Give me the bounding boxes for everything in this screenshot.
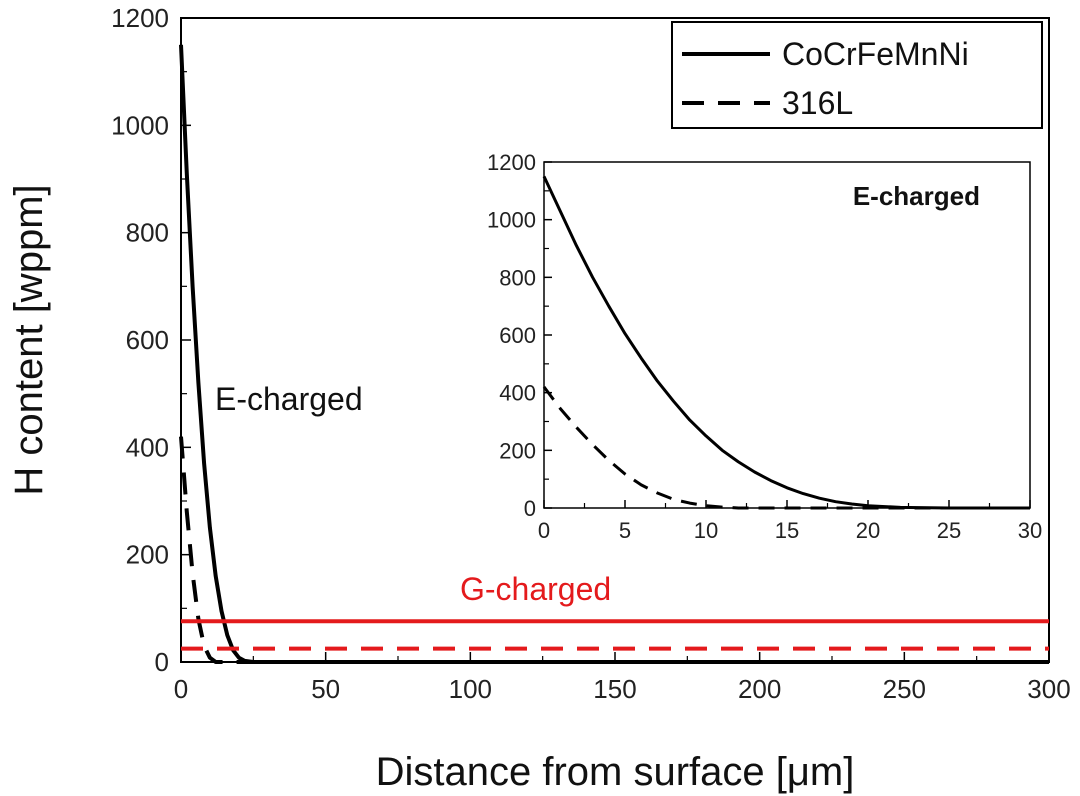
y-axis-title: H content [wppm] bbox=[7, 184, 51, 495]
main-y-tick-label: 1000 bbox=[111, 110, 169, 140]
main-x-tick-label: 200 bbox=[738, 674, 781, 704]
inset-x-tick-label: 30 bbox=[1018, 518, 1042, 543]
inset-x-tick-label: 25 bbox=[937, 518, 961, 543]
main-x-tick-label: 50 bbox=[311, 674, 340, 704]
main-x-tick-label: 300 bbox=[1027, 674, 1070, 704]
inset-y-tick-label: 1200 bbox=[487, 150, 536, 175]
inset-y-tick-label: 600 bbox=[499, 323, 536, 348]
inset-series-line-316l bbox=[542, 385, 1030, 510]
inset-y-tick-label: 1000 bbox=[487, 208, 536, 233]
inset-x-tick-label: 10 bbox=[694, 518, 718, 543]
main-y-tick-label: 400 bbox=[126, 432, 169, 462]
legend-box bbox=[671, 21, 1043, 129]
main-y-tick-label: 1200 bbox=[111, 3, 169, 33]
main-y-tick-label: 600 bbox=[126, 325, 169, 355]
x-axis-title: Distance from surface [μm] bbox=[376, 750, 855, 794]
e-charged-annotation: E-charged bbox=[215, 381, 363, 417]
inset-frame bbox=[543, 161, 1031, 509]
inset-e-charged-annotation: E-charged bbox=[853, 181, 980, 211]
main-x-tick-label: 250 bbox=[883, 674, 926, 704]
inset-y-tick-label: 0 bbox=[524, 496, 536, 521]
g-charged-annotation: G-charged bbox=[460, 571, 611, 607]
main-x-tick-label: 150 bbox=[593, 674, 636, 704]
inset-x-tick-label: 0 bbox=[538, 518, 550, 543]
main-x-tick-label: 0 bbox=[174, 674, 188, 704]
legend-label-cocrfemnni: CoCrFeMnNi bbox=[782, 36, 969, 72]
main-x-tick-label: 100 bbox=[449, 674, 492, 704]
main-series-line-e-charged-316l bbox=[179, 436, 1049, 664]
legend-label-316l: 316L bbox=[782, 85, 853, 121]
inset-series-line-cocrfemnni bbox=[542, 175, 1030, 510]
main-y-tick-label: 0 bbox=[155, 647, 169, 677]
inset-series-group bbox=[542, 175, 1030, 510]
legend: CoCrFeMnNi 316L bbox=[671, 21, 1043, 129]
inset-x-tick-label: 20 bbox=[856, 518, 880, 543]
inset-chart: 0 5 10 15 20 25 30 0 200 400 600 800 1000 1200 E-char… bbox=[487, 150, 1042, 543]
inset-x-tick-label: 5 bbox=[619, 518, 631, 543]
inset-y-tick-label: 800 bbox=[499, 265, 536, 290]
main-y-tick-label: 200 bbox=[126, 540, 169, 570]
main-series-group bbox=[179, 44, 1049, 664]
inset-y-tick-label: 200 bbox=[499, 438, 536, 463]
main-y-tick-label: 800 bbox=[126, 218, 169, 248]
inset-ticks: 0 5 10 15 20 25 30 0 200 400 600 800 1000 1200 bbox=[487, 150, 1042, 543]
inset-x-tick-label: 15 bbox=[775, 518, 799, 543]
inset-y-tick-label: 400 bbox=[499, 381, 536, 406]
